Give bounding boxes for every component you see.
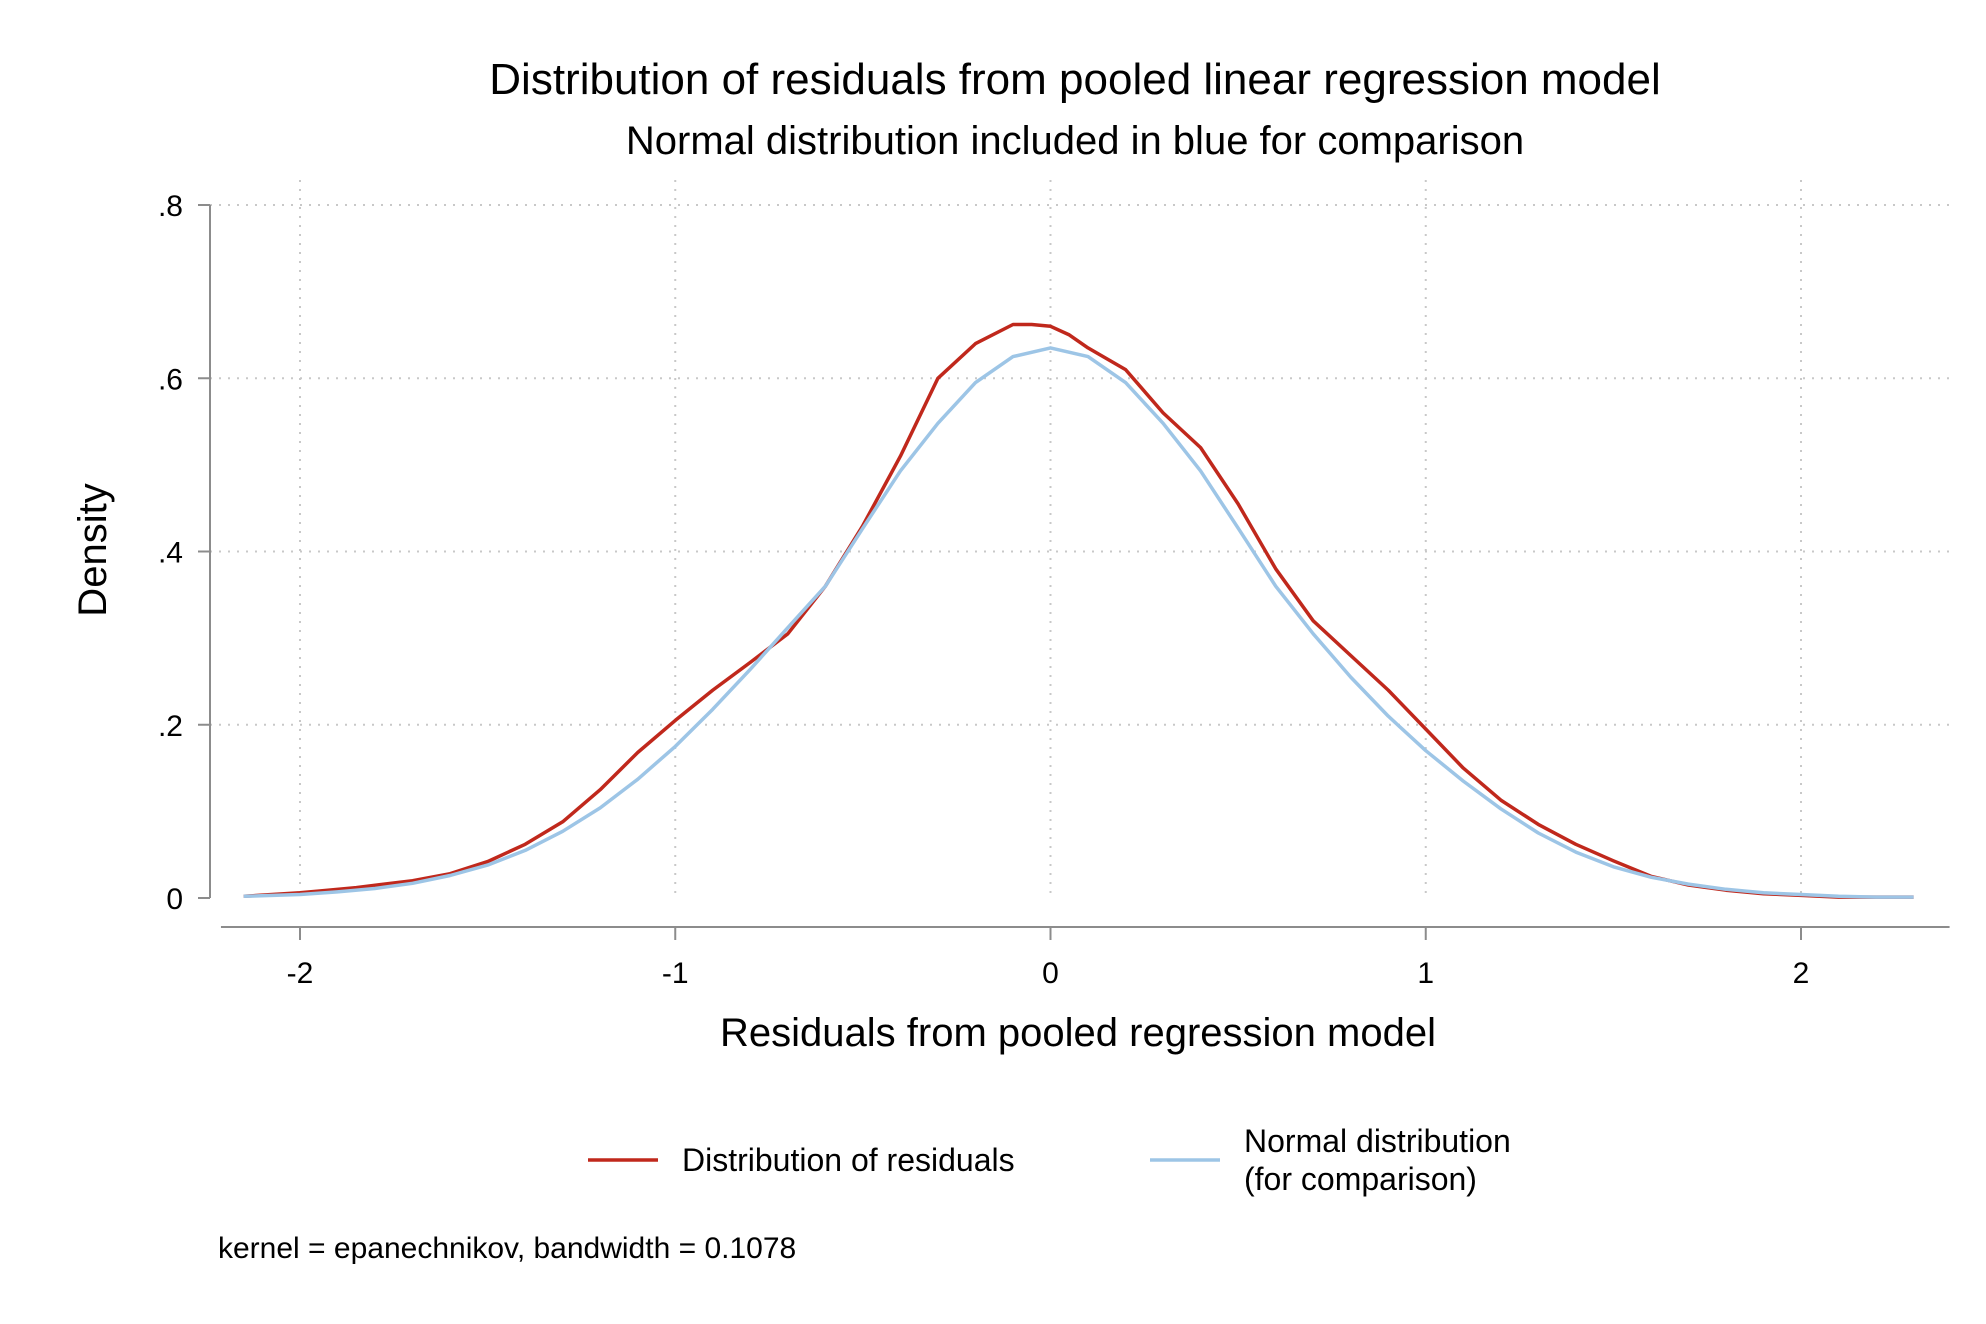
y-tick-label: .4 (158, 537, 183, 570)
plot-lines (243, 322, 1914, 899)
x-tick-label: 2 (1793, 957, 1810, 990)
y-tick-label: 0 (166, 883, 183, 916)
series-line-1 (243, 322, 1914, 899)
y-tick-label: .2 (158, 710, 183, 743)
x-tick-label: 1 (1417, 957, 1434, 990)
legend-label-1: Distribution of residuals (682, 1142, 1015, 1178)
series-line-2 (243, 346, 1914, 899)
x-tick-label: -2 (287, 957, 314, 990)
chart-subtitle: Normal distribution included in blue for… (626, 119, 1524, 163)
y-tick-label: .6 (158, 363, 183, 396)
y-axis-title: Density (71, 483, 115, 616)
legend: Distribution of residuals Normal distribu… (588, 1123, 1511, 1197)
x-tick-label: 0 (1042, 957, 1059, 990)
x-axis-title: Residuals from pooled regression model (720, 1011, 1436, 1055)
grid (210, 180, 1950, 898)
x-tick-label: -1 (662, 957, 689, 990)
kernel-note: kernel = epanechnikov, bandwidth = 0.107… (218, 1232, 796, 1265)
y-tick-label: .8 (158, 190, 183, 223)
axes: 0 .2 .4 .6 .8 -2 -1 0 1 2 (158, 190, 1950, 990)
legend-label-2: Normal distribution (for comparison) (1244, 1123, 1511, 1197)
chart-title: Distribution of residuals from pooled li… (489, 55, 1660, 104)
